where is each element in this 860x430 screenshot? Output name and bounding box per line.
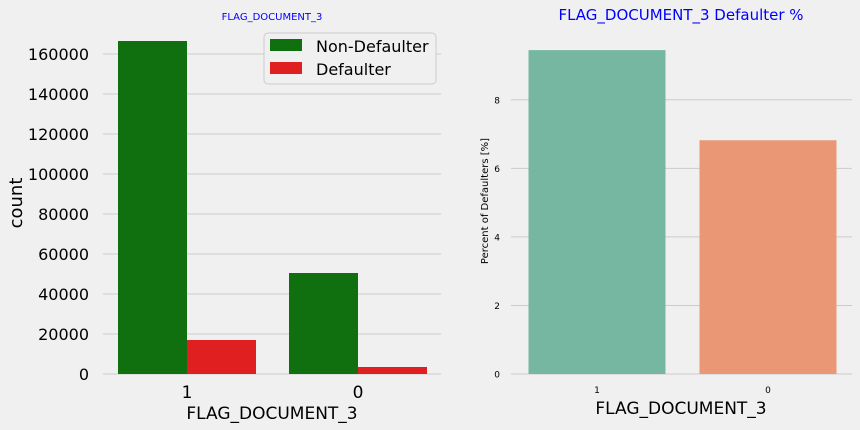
right-x-axis-label: FLAG_DOCUMENT_3 — [595, 399, 766, 419]
right-y-axis-label: Percent of Defaulters [%] — [480, 138, 491, 264]
left-y-tick-label: 120000 — [28, 125, 89, 144]
left-bar — [289, 273, 358, 374]
left-bars — [118, 41, 427, 374]
left-y-tick-labels: 0 20000 40000 60000 80000 100000 120000 140000 1… — [28, 45, 89, 384]
legend-swatch-non-defaulter — [270, 39, 302, 51]
legend-box — [263, 32, 437, 85]
left-y-tick-label: 160000 — [28, 45, 89, 64]
right-x-tick-label: 1 — [594, 386, 600, 396]
left-bar — [118, 41, 187, 374]
left-x-tick-label: 0 — [353, 383, 364, 403]
left-y-tick-label: 0 — [79, 365, 89, 384]
left-chart: FLAG_DOCUMENT_3 020000400006000080000100… — [6, 12, 441, 424]
left-x-tick-label: 1 — [182, 383, 193, 403]
left-x-axis-label: FLAG_DOCUMENT_3 — [186, 404, 357, 424]
legend-label-non-defaulter: Non-Defaulter — [316, 37, 429, 56]
left-legend: Non-Defaulter Defaulter — [263, 32, 437, 85]
right-chart-title: FLAG_DOCUMENT_3 Defaulter % — [558, 6, 803, 25]
right-y-tick-labels: 0 2 4 6 8 — [494, 96, 500, 380]
left-chart-title: FLAG_DOCUMENT_3 — [222, 12, 323, 23]
right-y-tick-label: 0 — [494, 371, 500, 381]
right-bar — [699, 140, 837, 374]
left-y-tick-label: 100000 — [28, 165, 89, 184]
left-bar — [358, 367, 427, 374]
left-y-tick-label: 80000 — [38, 205, 89, 224]
left-y-tick-label: 140000 — [28, 85, 89, 104]
left-y-axis-label: count — [6, 178, 27, 229]
legend-label-defaulter: Defaulter — [316, 60, 391, 79]
left-y-tick-label: 40000 — [38, 285, 89, 304]
right-y-tick-label: 4 — [494, 233, 500, 243]
right-y-tick-label: 2 — [494, 302, 500, 312]
right-bars — [528, 50, 837, 374]
left-y-tick-label: 60000 — [38, 245, 89, 264]
left-bar — [187, 340, 256, 374]
right-bar — [528, 50, 666, 374]
left-y-tick-label: 20000 — [38, 325, 89, 344]
right-y-tick-label: 8 — [494, 96, 500, 106]
right-x-tick-label: 0 — [765, 386, 771, 396]
legend-swatch-defaulter — [270, 62, 302, 74]
right-y-tick-label: 6 — [494, 165, 500, 175]
